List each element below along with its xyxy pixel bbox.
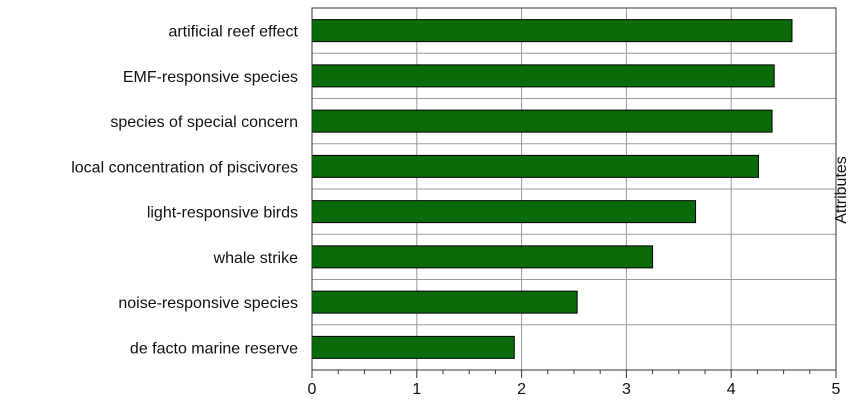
category-label-1: EMF-responsive species: [123, 69, 298, 86]
category-label-0: artificial reef effect: [168, 24, 298, 41]
x-tick-label-3: 3: [622, 381, 631, 398]
x-axis-ticks: 0 1 2 3 4 5: [308, 370, 841, 398]
category-label-7: de facto marine reserve: [130, 340, 298, 357]
category-label-3: local concentration of piscivores: [71, 159, 298, 176]
y-axis-title: Attributes: [833, 156, 850, 224]
bar-3: [311, 154, 759, 178]
x-tick-label-1: 1: [412, 381, 421, 398]
x-tick-label-5: 5: [832, 381, 841, 398]
category-label-5: whale strike: [213, 250, 299, 267]
plot-frame: [311, 7, 837, 371]
x-tick-label-0: 0: [308, 381, 317, 398]
bar-2: [311, 109, 773, 133]
bar-1: [311, 64, 775, 88]
category-label-6: noise-responsive species: [118, 295, 298, 312]
x-tick-label-4: 4: [727, 381, 736, 398]
bar-0: [311, 19, 793, 43]
x-tick-label-2: 2: [517, 381, 526, 398]
bar-7: [311, 335, 515, 359]
bar-6: [311, 290, 578, 314]
category-label-4: light-responsive birds: [147, 205, 298, 222]
bar-4: [311, 200, 697, 224]
category-label-2: species of special concern: [110, 114, 298, 131]
bar-5: [311, 245, 654, 269]
category-labels: artificial reef effect EMF-responsive spe…: [71, 24, 298, 358]
bars: [311, 19, 793, 359]
